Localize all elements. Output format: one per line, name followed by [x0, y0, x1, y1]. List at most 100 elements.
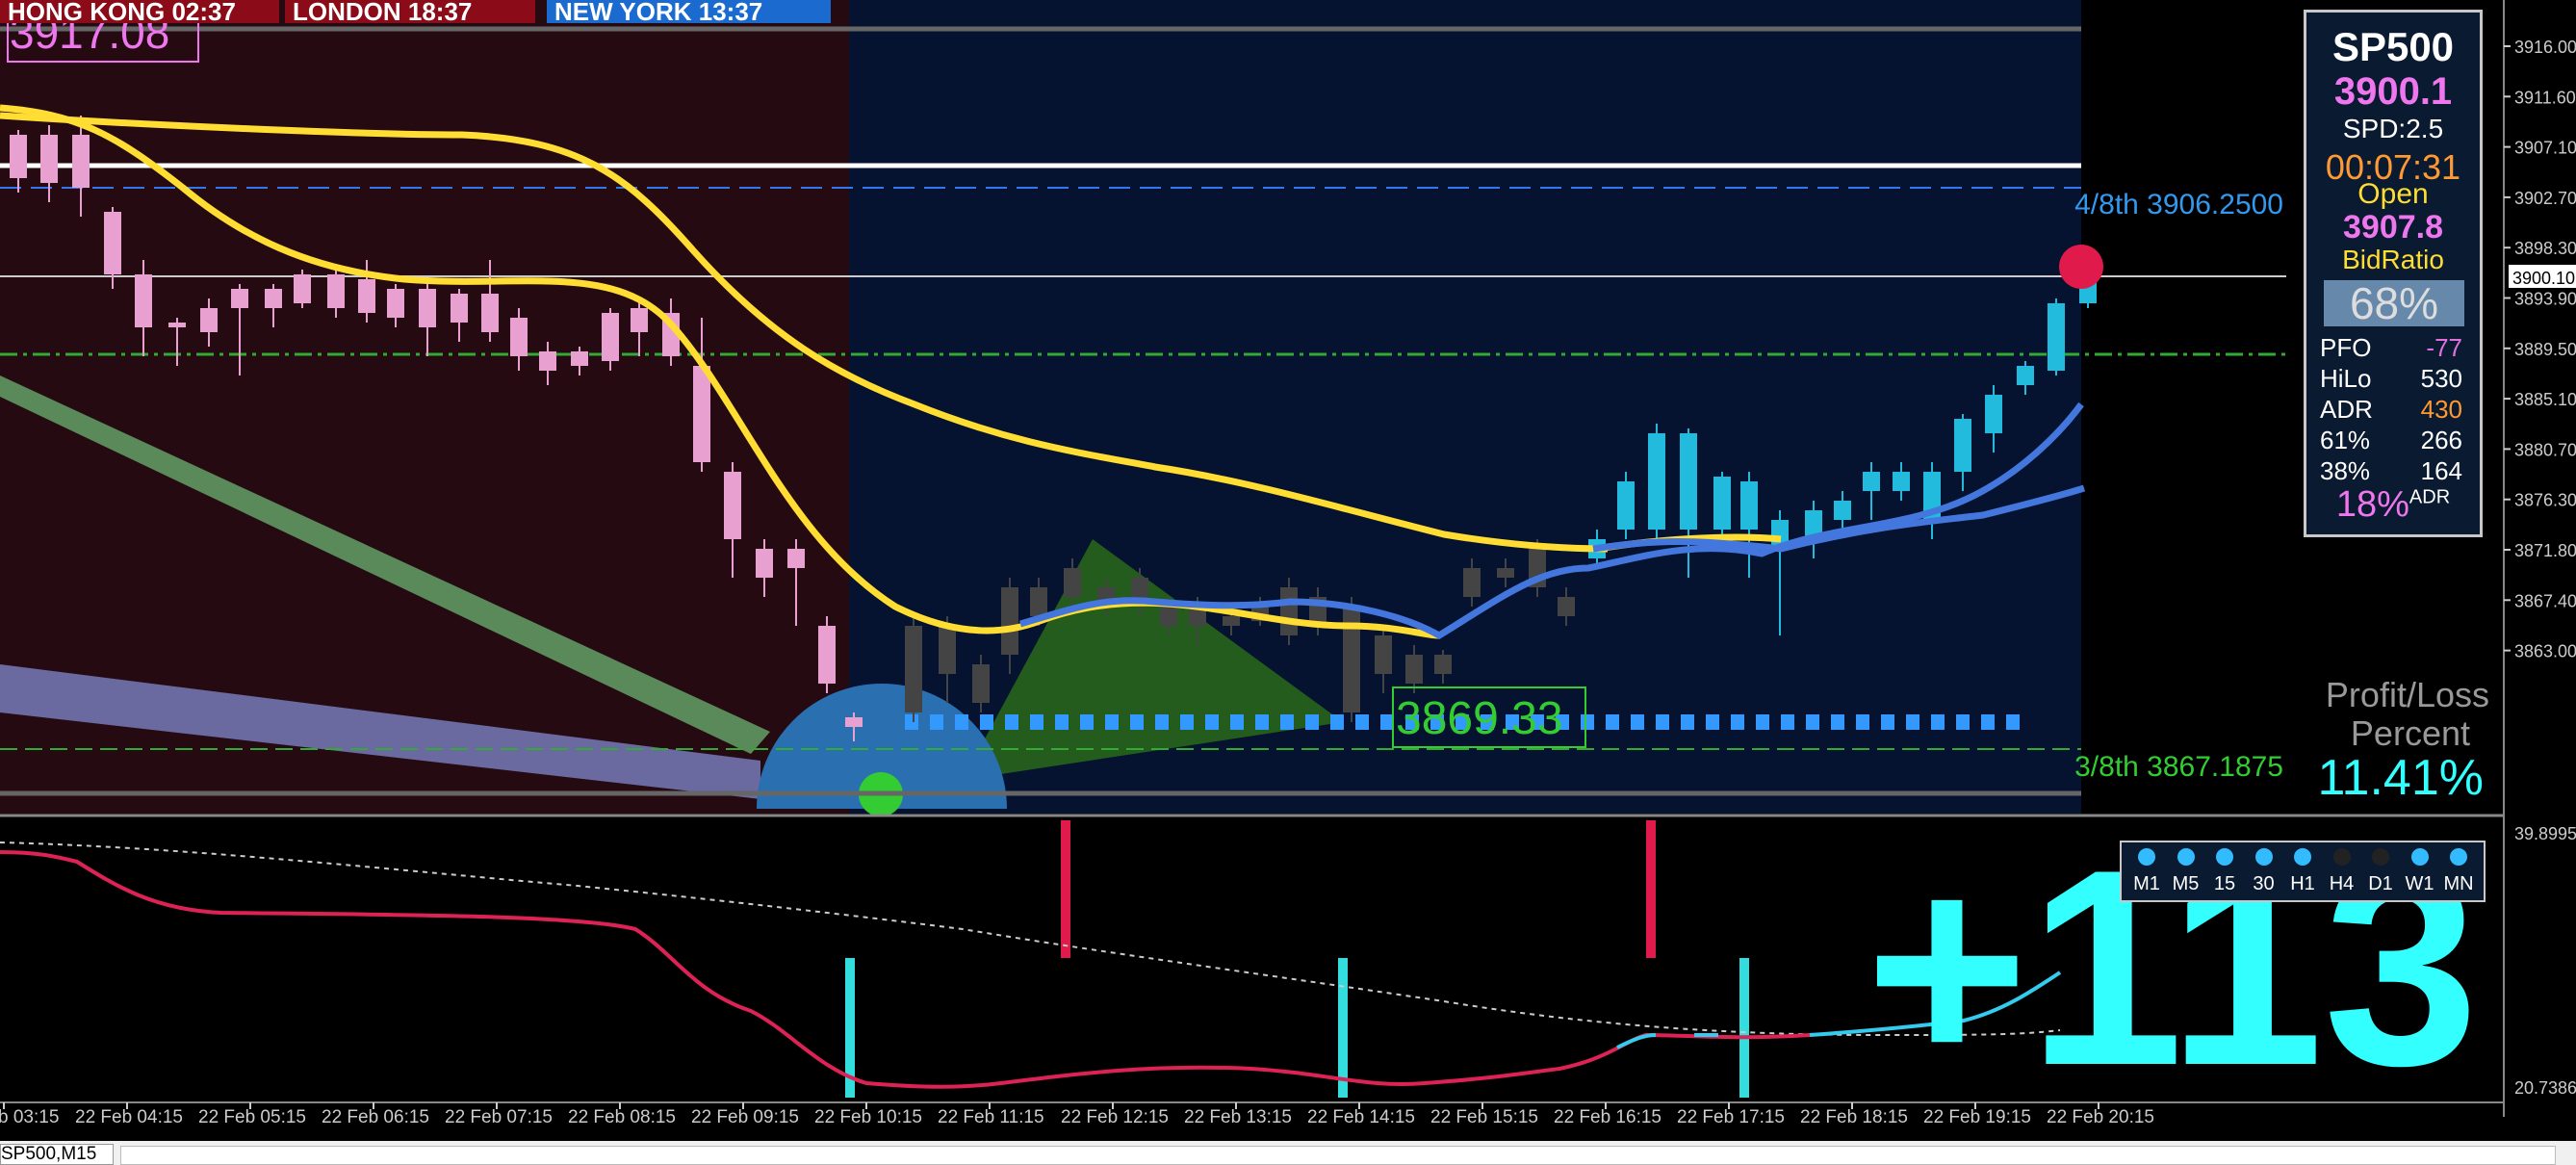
- candle: [358, 260, 375, 323]
- current-price-axis-label: 3900.10: [2512, 269, 2575, 288]
- candle: [1497, 558, 1514, 587]
- fib-lower-label: 3/8th 3867.1875: [2074, 751, 2283, 783]
- adr-percent: 18%ADR: [2306, 484, 2480, 526]
- time-tick-label: 22 Feb 07:15: [445, 1107, 553, 1127]
- candle: [631, 298, 648, 356]
- candle: [419, 279, 436, 356]
- timeframe-label: MN: [2443, 873, 2474, 894]
- bidratio-label: BidRatio: [2342, 245, 2444, 274]
- current-price: 3900.1: [2333, 70, 2453, 113]
- timeframe-label: M5: [2172, 873, 2200, 894]
- candle: [200, 298, 218, 347]
- timeframe-indicator: 15: [2205, 842, 2244, 900]
- time-tick-label: 22 Feb 05:15: [198, 1107, 306, 1127]
- indicator-axis-top: 39.8995: [2514, 824, 2576, 843]
- time-tick-label: 22 Feb 14:15: [1307, 1107, 1415, 1127]
- stat-value: 530: [2420, 364, 2462, 393]
- timeframe-label: W1: [2405, 873, 2434, 894]
- candle: [539, 342, 556, 385]
- london-session-clock: LONDON 18:37: [285, 0, 535, 24]
- candle: [1805, 501, 1822, 558]
- candle: [1558, 587, 1575, 626]
- status-dot-icon: [2410, 848, 2429, 866]
- candle: [2017, 361, 2034, 395]
- indicator-background: [0, 816, 2503, 1104]
- timeframe-label: M1: [2133, 873, 2160, 894]
- candle: [1131, 568, 1148, 616]
- timeframe-label: 30: [2253, 873, 2275, 894]
- adr-percent-value: 18%: [2335, 484, 2409, 525]
- timeframe-indicator: 30: [2245, 842, 2283, 900]
- candle: [168, 318, 186, 366]
- timeframe-indicator: MN: [2439, 842, 2478, 900]
- timeframe-label: D1: [2368, 873, 2393, 894]
- blue-half-circle: [757, 684, 1007, 809]
- bidratio-box: 68%: [2324, 280, 2464, 326]
- candle: [602, 308, 619, 371]
- candle: [756, 539, 773, 597]
- time-tick-label: 22 Feb 13:15: [1184, 1107, 1292, 1127]
- candle: [1405, 645, 1423, 693]
- price-tick-label: 3880.70: [2514, 440, 2576, 459]
- stat-value: -77: [2426, 333, 2462, 362]
- stat-value: 266: [2420, 426, 2462, 454]
- candle: [845, 712, 863, 741]
- time-tick-label: 22 Feb 10:15: [814, 1107, 922, 1127]
- candle: [571, 347, 588, 375]
- timeframe-indicator: H1: [2283, 842, 2322, 900]
- timeframe-status-panel: M1 M5 15 30 H1 H4 D1 W1 MN: [2120, 841, 2486, 902]
- candle: [1985, 385, 2002, 453]
- green-channel-band: [0, 375, 770, 754]
- candle: [10, 130, 27, 193]
- timeframe-indicator: D1: [2361, 842, 2400, 900]
- blue-ema-slow: [1592, 484, 2086, 553]
- price-axis-ticks: 3916.00 3911.60 3907.10 3902.70 3898.30 3893.…: [2504, 38, 2576, 661]
- timeframe-label: 15: [2213, 873, 2236, 894]
- candle: [972, 655, 990, 712]
- candle: [818, 616, 836, 693]
- bidratio-value: 68%: [2349, 278, 2439, 328]
- red-circle-marker: [2059, 245, 2103, 289]
- status-dot-icon: [2138, 848, 2155, 866]
- time-tick-label: b 03:15: [0, 1107, 59, 1127]
- candle: [135, 260, 152, 356]
- fib-upper-label: 4/8th 3906.2500: [2074, 189, 2283, 220]
- timeframe-indicator: H4: [2323, 842, 2361, 900]
- time-tick-label: 22 Feb 19:15: [1923, 1107, 2031, 1127]
- status-dot-icon: [2216, 848, 2233, 866]
- symbol-info-panel: SP500 3900.1 SPD:2.5 00:07:31 Open 3907.…: [2304, 10, 2483, 537]
- price-chart[interactable]: 3917.08 3869.33 4/8th 3906.2500 3/8th 38…: [0, 0, 2576, 1141]
- time-tick-label: 22 Feb 11:15: [938, 1107, 1044, 1127]
- indicator-signal-bars: [845, 820, 1749, 1098]
- price-tick-label: 3876.30: [2514, 491, 2576, 510]
- candle: [294, 270, 311, 308]
- candle: [327, 270, 345, 318]
- price-tick-label: 3902.70: [2514, 189, 2576, 208]
- timeframe-indicator: W1: [2401, 842, 2439, 900]
- candle: [1740, 472, 1758, 578]
- symbol-name: SP500: [2331, 24, 2455, 69]
- stat-value: 430: [2420, 395, 2462, 424]
- candle: [231, 284, 248, 375]
- time-tick-label: 22 Feb 18:15: [1800, 1107, 1908, 1127]
- stat-name: HiLo: [2320, 364, 2372, 393]
- status-dot-icon: [2254, 848, 2273, 866]
- adr-suffix: ADR: [2409, 486, 2451, 508]
- horizontal-scrollbar[interactable]: [120, 1146, 2556, 1165]
- price-tick-label: 3916.00: [2514, 38, 2576, 57]
- candle: [1343, 597, 1360, 722]
- symbol-tab[interactable]: SP500,M15: [0, 1144, 114, 1165]
- time-tick-label: 22 Feb 20:15: [2047, 1107, 2154, 1127]
- price-tick-label: 3907.10: [2514, 139, 2576, 158]
- candle: [939, 616, 956, 703]
- candle: [724, 462, 741, 578]
- time-tick-label: 22 Feb 15:15: [1430, 1107, 1538, 1127]
- profit-loss-label: Profit/Loss: [2326, 675, 2489, 714]
- stat-name: PFO: [2320, 333, 2372, 362]
- price-tick-label: 3889.50: [2514, 340, 2576, 359]
- stat-name: ADR: [2320, 395, 2373, 424]
- stat-name: 61%: [2320, 426, 2371, 454]
- price-tick-label: 3885.10: [2514, 390, 2576, 409]
- time-tick-label: 22 Feb 06:15: [322, 1107, 429, 1127]
- time-tick-label: 22 Feb 12:15: [1061, 1107, 1169, 1127]
